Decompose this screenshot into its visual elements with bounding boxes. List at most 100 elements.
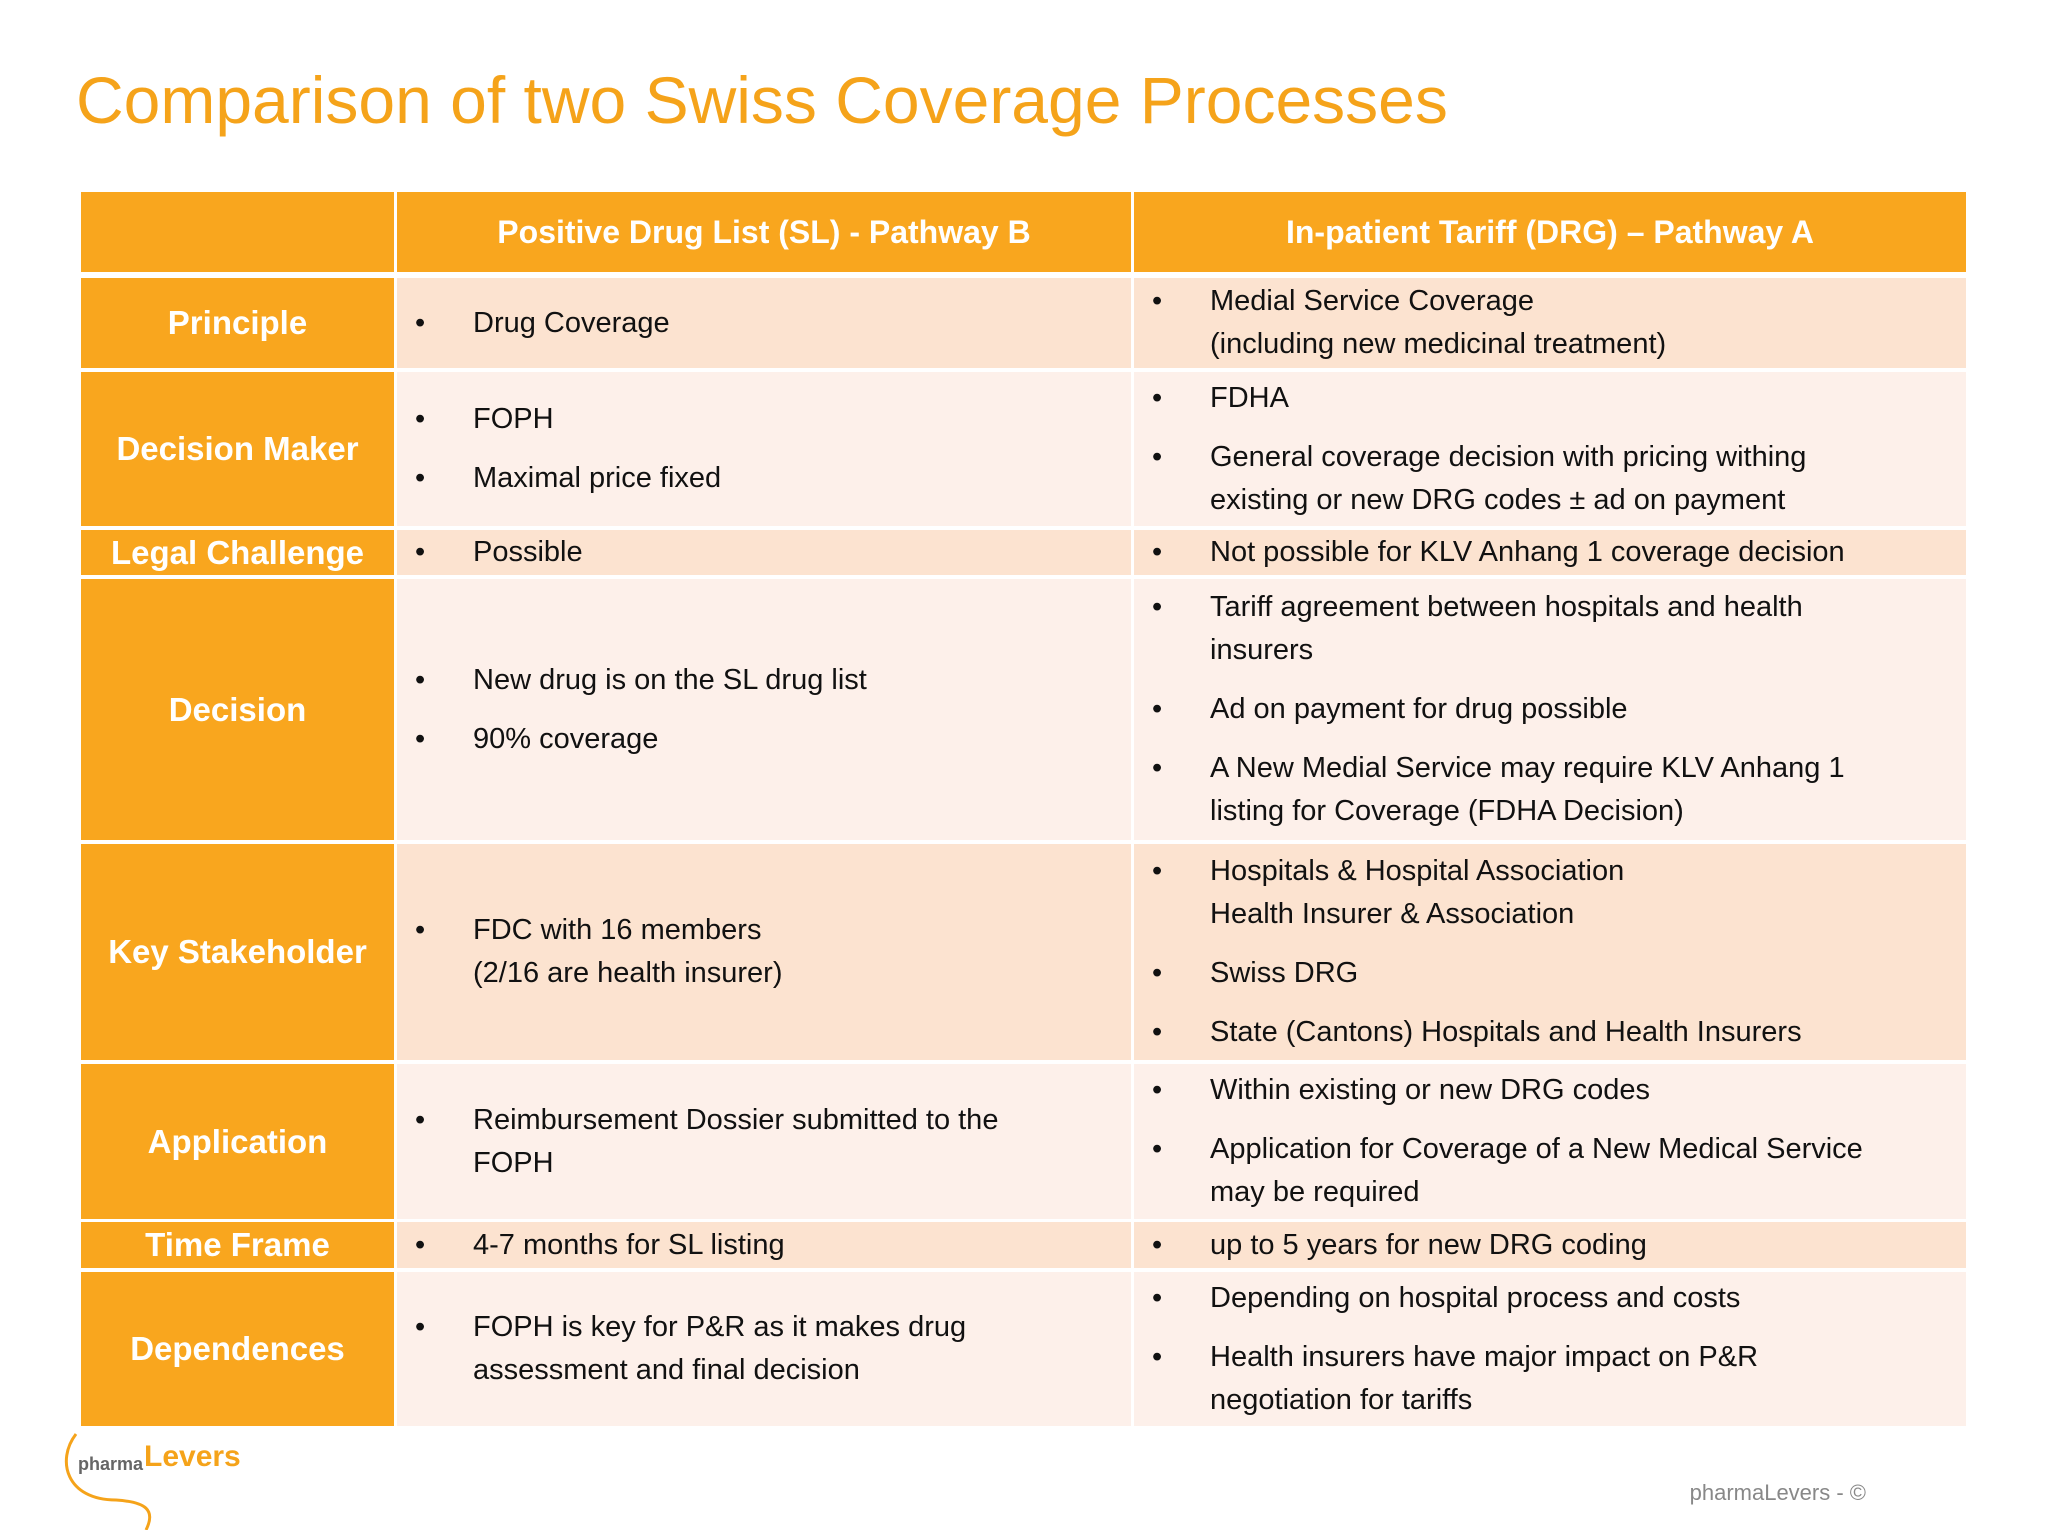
bullet-item: • Not possible for KLV Anhang 1 coverage … — [1134, 531, 1966, 574]
cell: • 4-7 months for SL listing — [397, 1222, 1131, 1268]
row-label: Dependences — [81, 1272, 394, 1426]
bullet-item: • Medial Service Coverage (including new … — [1134, 280, 1966, 366]
item-text: up to 5 years for new DRG coding — [1210, 1228, 1647, 1261]
bullet-item: • FDC with 16 members (2/16 are health in… — [397, 909, 1131, 995]
bullet-item: • A New Medial Service may require KLV An… — [1134, 747, 1966, 833]
bullet-item: • Depending on hospital process and costs — [1134, 1277, 1966, 1320]
item-text: A New Medial Service may require KLV Anh… — [1210, 752, 1845, 827]
item-text: Within existing or new DRG codes — [1210, 1074, 1650, 1106]
bullet: • — [415, 306, 426, 339]
bullet: • — [415, 1228, 426, 1261]
logo-prefix: pharma — [78, 1454, 144, 1474]
cell: • Medial Service Coverage (including new … — [1134, 278, 1966, 368]
cell: • FDHA • General coverage decision with pri… — [1134, 372, 1966, 526]
cell: • Possible — [397, 530, 1131, 575]
item-text: Hospitals & Hospital Association Health … — [1210, 855, 1625, 930]
item-text: Medial Service Coverage (including new m… — [1210, 285, 1667, 360]
bullet: • — [1152, 752, 1163, 784]
cell: • Hospitals & Hospital Association Health… — [1134, 844, 1966, 1060]
bullet: • — [1152, 1340, 1163, 1373]
bullet: • — [415, 722, 426, 755]
bullet: • — [415, 403, 426, 435]
bullet: • — [1152, 1228, 1163, 1261]
bullet: • — [1152, 1133, 1163, 1165]
bullet-item: • 4-7 months for SL listing — [397, 1224, 1131, 1267]
bullet: • — [1152, 1074, 1163, 1106]
item-text: State (Cantons) Hospitals and Health Ins… — [1210, 1016, 1802, 1048]
row-label: Decision Maker — [81, 372, 394, 526]
cell: • Reimbursement Dossier submitted to the … — [397, 1064, 1131, 1219]
bullet: • — [415, 462, 426, 494]
item-text: Health insurers have major impact on P&R… — [1210, 1340, 1759, 1416]
bullet-item: • Reimbursement Dossier submitted to the … — [397, 1099, 1131, 1185]
bullet: • — [415, 663, 426, 696]
bullet-item: • General coverage decision with pricing … — [1134, 436, 1966, 522]
logo-name: Levers — [144, 1440, 241, 1473]
bullet-item: • State (Cantons) Hospitals and Health In… — [1134, 1011, 1966, 1054]
cell: • Tariff agreement between hospitals and … — [1134, 579, 1966, 840]
row-label: Principle — [81, 278, 394, 368]
item-text: Drug Coverage — [473, 306, 670, 339]
bullet: • — [1152, 381, 1163, 414]
item-text: 4-7 months for SL listing — [473, 1228, 785, 1261]
item-text: 90% coverage — [473, 722, 659, 755]
cell: • up to 5 years for new DRG coding — [1134, 1222, 1966, 1268]
cell: • Within existing or new DRG codes • Applic… — [1134, 1064, 1966, 1219]
bullet: • — [1152, 855, 1163, 887]
bullet-item: • Within existing or new DRG codes — [1134, 1069, 1966, 1112]
header-cell: Positive Drug List (SL) - Pathway B — [397, 192, 1131, 272]
bullet-item: • Maximal price fixed — [397, 457, 1131, 500]
bullet-item: • FOPH is key for P&R as it makes drug as… — [397, 1306, 1131, 1392]
bullet: • — [1152, 440, 1163, 473]
item-text: Not possible for KLV Anhang 1 coverage d… — [1210, 536, 1845, 568]
bullet-item: • Drug Coverage — [397, 302, 1131, 345]
logo: pharma Levers — [56, 1430, 256, 1530]
row-label: Time Frame — [81, 1222, 394, 1268]
bullet-item: • 90% coverage — [397, 718, 1131, 761]
item-text: FOPH is key for P&R as it makes drug ass… — [473, 1311, 967, 1386]
bullet: • — [1152, 285, 1163, 317]
bullet: • — [1152, 957, 1163, 989]
bullet: • — [1152, 1281, 1163, 1314]
bullet-item: • up to 5 years for new DRG coding — [1134, 1224, 1966, 1267]
cell: • Depending on hospital process and costs… — [1134, 1272, 1966, 1426]
item-text: Maximal price fixed — [473, 462, 722, 494]
title: Comparison of two Swiss Coverage Process… — [76, 63, 1448, 137]
cell: • Drug Coverage — [397, 278, 1131, 368]
item-text: Reimbursement Dossier submitted to the F… — [473, 1103, 999, 1179]
item-text: Swiss DRG — [1210, 957, 1359, 989]
bullet-item: • Swiss DRG — [1134, 952, 1966, 995]
bullet: • — [415, 1311, 426, 1343]
bullet-item: • Possible — [397, 531, 1131, 574]
bullet-item: • FOPH — [397, 398, 1131, 441]
footer-text: pharmaLevers - © — [1689, 1480, 1866, 1505]
row-label: Application — [81, 1064, 394, 1219]
item-text: General coverage decision with pricing w… — [1210, 440, 1807, 516]
bullet: • — [1152, 591, 1163, 623]
row-label: Legal Challenge — [81, 530, 394, 575]
bullet: • — [1152, 693, 1163, 725]
header-cell: In-patient Tariff (DRG) – Pathway A — [1134, 192, 1966, 272]
bullet-item: • Hospitals & Hospital Association Health… — [1134, 850, 1966, 936]
item-text: FDHA — [1210, 381, 1289, 414]
bullet: • — [1152, 1016, 1163, 1048]
item-text: FOPH — [473, 403, 554, 435]
header-cell — [81, 192, 394, 272]
bullet: • — [415, 1103, 426, 1136]
item-text: Ad on payment for drug possible — [1210, 693, 1628, 725]
cell: • FDC with 16 members (2/16 are health in… — [397, 844, 1131, 1060]
item-text: Application for Coverage of a New Medica… — [1210, 1133, 1863, 1208]
bullet-item: • Tariff agreement between hospitals and … — [1134, 586, 1966, 672]
cell: • FOPH • Maximal price fixed — [397, 372, 1131, 526]
row-label: Decision — [81, 579, 394, 840]
bullet-item: • Health insurers have major impact on P&… — [1134, 1336, 1966, 1422]
bullet: • — [415, 914, 426, 946]
bullet-item: • Application for Coverage of a New Medic… — [1134, 1128, 1966, 1214]
bullet: • — [1152, 536, 1163, 568]
cell: • New drug is on the SL drug list • 90% cov… — [397, 579, 1131, 840]
bullet-item: • New drug is on the SL drug list — [397, 659, 1131, 702]
bullet-item: • Ad on payment for drug possible — [1134, 688, 1966, 731]
bullet: • — [415, 536, 426, 568]
item-text: Possible — [473, 536, 583, 568]
